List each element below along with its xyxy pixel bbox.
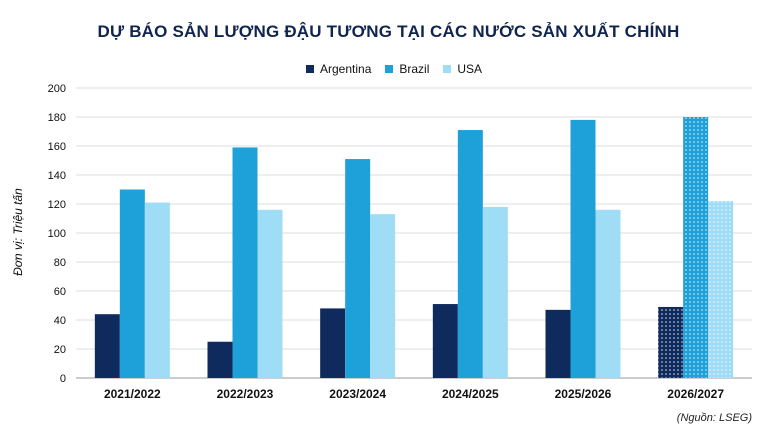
bar-argentina-2021-2022 [94,314,120,378]
legend: Argentina Brazil USA [306,62,496,76]
legend-label-brazil: Brazil [399,62,430,76]
bar-brazil-2022-2023 [232,147,258,378]
bar-brazil-2026-2027 [683,117,709,378]
x-tick-label: 2023/2024 [329,387,386,401]
legend-swatch-brazil [385,65,394,73]
bar-usa-2021-2022 [144,202,170,378]
x-tick-label: 2022/2023 [217,387,274,401]
source-note: (Nguồn: LSEG) [676,412,752,424]
legend-item-argentina: Argentina [306,62,371,76]
bar-brazil-2025-2026 [570,119,596,379]
bar-brazil-2024-2025 [457,130,483,378]
bar-argentina-2022-2023 [207,341,233,378]
x-tick-label: 2025/2026 [555,387,612,401]
legend-label-argentina: Argentina [320,62,372,76]
bar-usa-2023-2024 [370,214,396,378]
x-tick-label: 2024/2025 [442,387,499,401]
legend-item-brazil: Brazil [385,62,429,76]
bar-argentina-2024-2025 [432,304,458,378]
y-tick-label: 180 [48,112,66,124]
legend-swatch-argentina [306,65,314,73]
y-tick-label: 0 [60,373,66,385]
bar-brazil-2023-2024 [345,159,371,378]
y-tick-label: 200 [48,83,66,95]
bar-argentina-2025-2026 [545,309,571,378]
y-tick-label: 100 [48,228,66,240]
legend-item-usa: USA [443,62,482,76]
y-tick-label: 120 [48,199,66,211]
bar-brazil-2021-2022 [119,189,145,378]
chart-title: DỰ BÁO SẢN LƯỢNG ĐẬU TƯƠNG TẠI CÁC NƯỚC … [97,22,680,41]
bar-argentina-2023-2024 [320,308,346,378]
bar-usa-2024-2025 [482,206,508,378]
y-tick-label: 160 [48,141,66,153]
y-tick-label: 20 [54,344,66,356]
y-tick-label: 80 [54,257,66,269]
y-tick-label: 140 [48,170,66,182]
bar-usa-2022-2023 [257,209,283,378]
y-tick-label: 40 [54,315,66,327]
x-tick-label: 2021/2022 [104,387,161,401]
legend-label-usa: USA [457,62,483,76]
bar-usa-2025-2026 [595,209,621,378]
y-tick-label: 60 [54,286,66,298]
bar-usa-2026-2027 [708,201,734,378]
bar-argentina-2026-2027 [658,306,684,378]
legend-swatch-usa [443,65,452,73]
x-tick-label: 2026/2027 [667,387,724,401]
